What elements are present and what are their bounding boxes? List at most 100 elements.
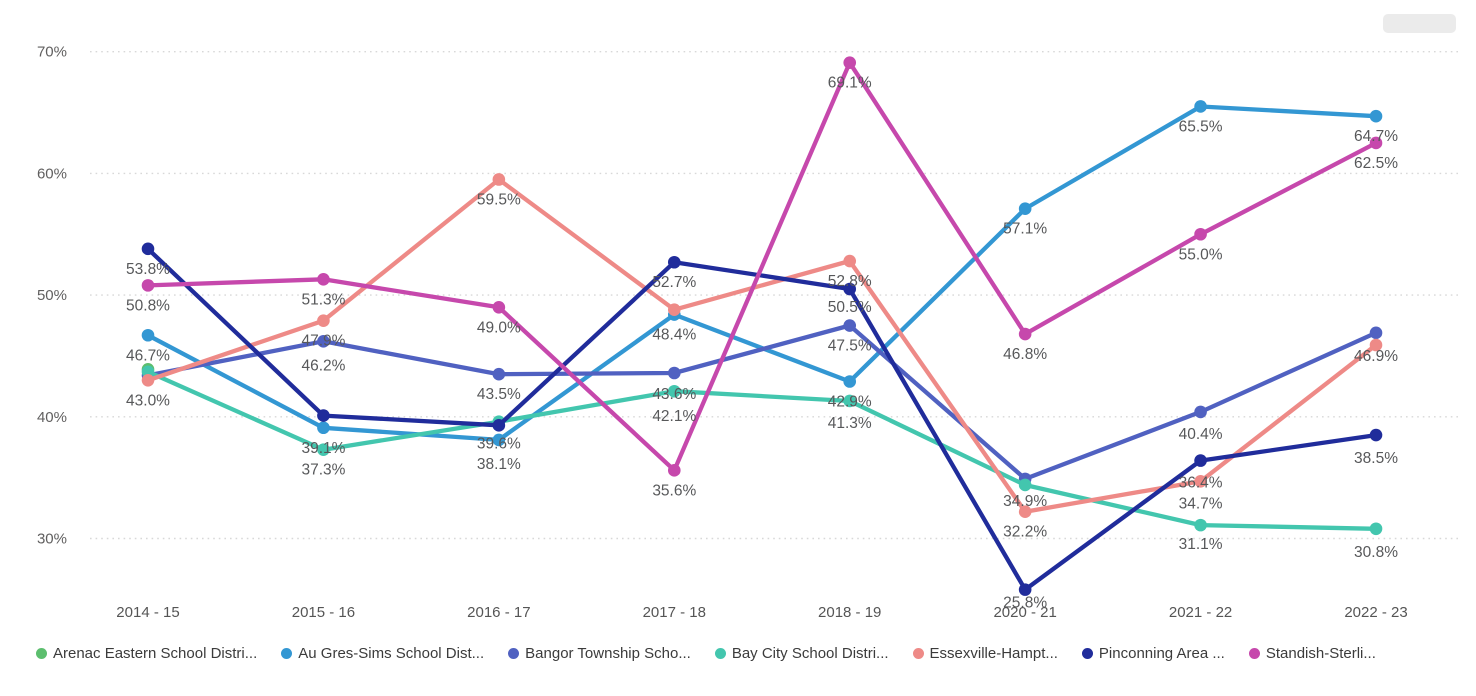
data-point[interactable] [1369,428,1383,442]
data-label: 32.2% [1003,524,1047,541]
data-point[interactable] [492,419,506,432]
data-label: 42.1% [652,408,696,425]
data-point[interactable] [317,409,330,422]
data-label: 57.1% [1003,221,1047,238]
data-point[interactable] [1194,100,1207,113]
legend-dot-icon [1248,648,1260,659]
data-point[interactable] [1194,227,1207,241]
data-label: 31.1% [1179,536,1223,553]
data-label: 46.9% [1354,348,1398,365]
data-point[interactable] [492,433,506,447]
data-point[interactable] [141,242,155,256]
data-label: 41.3% [828,415,872,432]
data-point[interactable] [667,464,681,477]
x-tick-label: 2015 - 16 [292,604,355,621]
data-point[interactable] [492,300,506,314]
data-label: 69.1% [828,75,872,92]
data-point[interactable] [1369,326,1383,340]
y-tick-label: 30% [37,531,67,548]
data-point[interactable] [843,375,857,388]
legend-item[interactable]: Bay City School Distri... [714,645,889,662]
series-line [145,246,1379,592]
y-axis-ticks: 70% 60% 50% 40% 30% [37,44,67,548]
data-point[interactable] [843,282,857,296]
data-point[interactable] [1018,202,1032,215]
data-label: 46.7% [126,347,170,364]
legend-item[interactable]: Standish-Sterli... [1248,645,1376,662]
data-point[interactable] [667,303,681,317]
data-point[interactable] [317,272,330,286]
x-tick-label: 2021 - 22 [1169,604,1232,621]
data-point[interactable] [141,279,155,292]
data-point[interactable] [141,373,155,387]
data-point[interactable] [1369,109,1383,123]
legend-item[interactable]: Arenac Eastern School Distri... [36,645,257,662]
legend-dot-icon [508,648,520,659]
data-label: 34.9% [1003,493,1047,510]
legend-item[interactable]: Au Gres-Sims School Dist... [281,645,484,662]
data-point[interactable] [667,384,681,398]
data-label: 52.7% [652,274,696,291]
legend-item[interactable]: Pinconning Area ... [1081,645,1225,662]
x-tick-label: 2018 - 19 [818,604,881,621]
data-label: 55.0% [1179,246,1223,263]
legend-item[interactable]: Bangor Township Scho... [508,645,691,662]
data-point[interactable] [1018,327,1032,341]
data-label: 64.7% [1354,128,1398,145]
data-point[interactable] [492,173,506,186]
data-label: 59.5% [477,191,521,208]
data-label: 53.8% [126,261,170,278]
data-point[interactable] [1018,478,1032,492]
data-point[interactable] [667,366,681,380]
series-line [145,177,1379,514]
y-tick-label: 60% [37,165,67,182]
data-point[interactable] [843,394,857,408]
data-point[interactable] [317,335,330,348]
x-tick-label: 2016 - 17 [467,604,530,621]
data-point[interactable] [667,255,681,269]
data-point[interactable] [317,421,330,435]
legend-label: Pinconning Area ... [1098,645,1225,662]
legend-label: Bangor Township Scho... [525,645,691,662]
legend-label: Bay City School Distri... [731,645,889,662]
data-point[interactable] [843,319,857,332]
x-axis-ticks: 2014 - 15 2015 - 16 2016 - 17 2017 - 18 2018… [116,604,1407,621]
data-label: 38.5% [1354,450,1398,467]
data-point[interactable] [1369,338,1383,352]
legend-item[interactable]: Essexville-Hampt... [912,645,1058,662]
data-point[interactable] [141,328,155,342]
data-point[interactable] [317,443,330,456]
data-point[interactable] [1369,522,1383,536]
data-point[interactable] [1194,518,1207,532]
data-label: 52.8% [828,273,872,290]
data-label: 40.4% [1179,426,1223,443]
data-label: 46.8% [1003,346,1047,363]
legend-dot-icon [1081,648,1093,659]
data-label: 46.2% [301,357,345,374]
data-label: 49.0% [477,319,521,336]
top-right-pill [1383,14,1456,33]
legend-dot-icon [714,648,726,659]
data-point[interactable] [1194,475,1207,488]
data-label: 43.5% [477,386,521,403]
data-label: 39.6% [477,436,521,453]
y-tick-label: 50% [37,287,67,304]
data-point[interactable] [1369,136,1383,150]
data-label: 35.6% [652,482,696,499]
data-point[interactable] [1194,405,1207,419]
legend-dot-icon [281,648,293,659]
data-point[interactable] [1194,454,1207,467]
series-6 [141,56,1383,477]
data-label: 65.5% [1179,118,1223,135]
data-point[interactable] [317,314,330,327]
data-point[interactable] [843,56,857,69]
data-label: 48.4% [652,327,696,344]
data-point[interactable] [1018,505,1032,519]
data-point[interactable] [1018,583,1032,596]
data-label: 43.6% [652,386,696,403]
data-label: 25.8% [1003,595,1047,612]
data-point[interactable] [843,254,857,268]
data-point[interactable] [492,367,506,381]
data-label: 50.8% [126,297,170,314]
